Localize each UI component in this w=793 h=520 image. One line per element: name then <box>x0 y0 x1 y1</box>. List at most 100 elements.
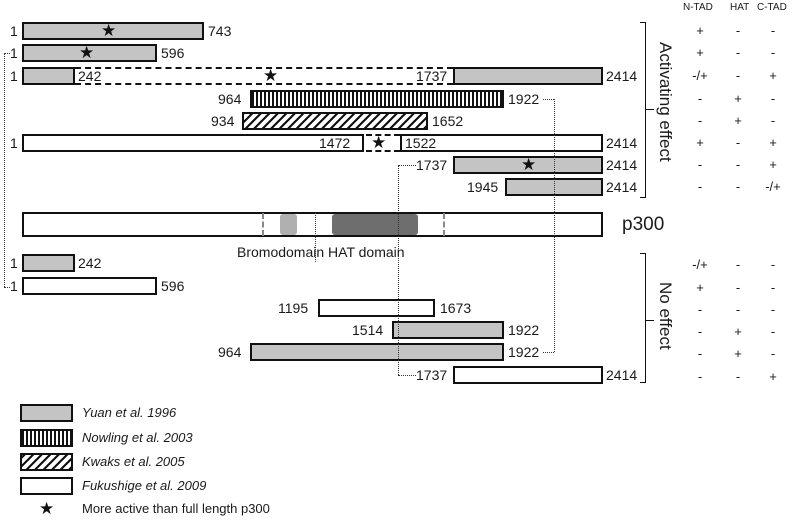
cell-ctad: -/+ <box>765 179 781 194</box>
star-icon: ★ <box>39 499 55 518</box>
cell-ntad: + <box>696 280 704 295</box>
domain-labels: Bromodomain HAT domain <box>237 244 405 260</box>
cell-ntad: -/+ <box>692 257 708 272</box>
cell-ntad: - <box>697 302 703 317</box>
start-label: 1945 <box>467 179 499 195</box>
bracket-no-effect <box>640 253 646 383</box>
header-ctad: C-TAD <box>757 2 787 13</box>
deletion-line-bottom <box>75 83 453 85</box>
start-label: 1 <box>10 23 18 39</box>
end-label: 242 <box>78 68 102 84</box>
region-marker-left <box>262 213 264 236</box>
cell-ctad: - <box>770 23 776 38</box>
end-label: 1922 <box>508 91 540 107</box>
connector-tick <box>4 287 10 288</box>
bracket-tick <box>646 109 654 110</box>
cell-ctad: - <box>770 257 776 272</box>
start-label: 964 <box>218 91 242 107</box>
connector-tick <box>398 375 416 376</box>
connector-line-596 <box>4 53 5 287</box>
cell-hat: - <box>735 68 741 83</box>
cell-hat: - <box>735 280 741 295</box>
start-label: 1 <box>10 135 18 151</box>
legend-swatch-stripes <box>20 429 73 447</box>
end-label: 1922 <box>508 344 540 360</box>
end-label: 242 <box>78 255 102 271</box>
start-label: 934 <box>211 113 235 129</box>
cell-ntad: - <box>697 157 703 172</box>
start-label: 1514 <box>352 322 384 338</box>
cell-ctad: - <box>770 280 776 295</box>
construct-bar <box>392 321 504 339</box>
construct-bar <box>453 366 603 384</box>
construct-bar <box>22 22 204 40</box>
construct-bar <box>22 67 75 85</box>
group-label-no-effect: No effect <box>656 282 675 350</box>
cell-hat: - <box>735 369 741 384</box>
end-label: 2414 <box>606 179 638 195</box>
connector-tick <box>398 165 416 166</box>
region-marker-right <box>443 213 445 236</box>
end-label: 1922 <box>508 322 540 338</box>
construct-bar <box>318 299 435 317</box>
cell-ctad: - <box>770 113 776 128</box>
construct-bar <box>22 134 364 152</box>
construct-bar <box>453 156 603 174</box>
start-label: 1 <box>10 68 18 84</box>
start-label: 1 <box>10 278 18 294</box>
hat-domain-block <box>332 214 418 235</box>
legend-label: Nowling et al. 2003 <box>82 430 193 445</box>
start-label: 1737 <box>416 367 448 383</box>
cell-ctad: + <box>769 369 777 384</box>
cell-ntad: - <box>697 179 703 194</box>
end-label: 596 <box>161 45 185 61</box>
deletion-line-bottom <box>366 150 400 152</box>
deletion-line-top <box>366 134 400 136</box>
cell-hat: - <box>735 157 741 172</box>
connector-tick <box>4 53 10 54</box>
legend-swatch-gray <box>20 404 73 422</box>
connector-line-1922 <box>554 99 555 352</box>
star-icon: ★ <box>371 133 387 152</box>
cell-ntad: - <box>697 369 703 384</box>
construct-bar <box>22 44 157 62</box>
star-icon: ★ <box>263 66 279 85</box>
cell-ctad: - <box>770 45 776 60</box>
connector-tick <box>543 99 554 100</box>
construct-bar <box>250 343 504 361</box>
header-ntad: N-TAD <box>683 2 713 13</box>
end-label: 1673 <box>440 300 472 316</box>
construct-bar <box>22 254 75 272</box>
connector-line-hat <box>315 212 316 262</box>
cell-ntad: + <box>696 135 704 150</box>
cell-hat: - <box>735 179 741 194</box>
protein-label: p300 <box>622 214 665 235</box>
construct-bar <box>242 112 428 130</box>
construct-bar <box>250 90 504 108</box>
connector-line-1737 <box>398 165 399 375</box>
header-hat: HAT <box>730 2 750 13</box>
group-label-activating: Activating effect <box>656 42 675 162</box>
cell-hat: - <box>735 135 741 150</box>
star-icon: ★ <box>101 21 117 40</box>
legend-label: Fukushige et al. 2009 <box>82 478 207 493</box>
start-label: 964 <box>218 344 242 360</box>
bracket-tick <box>646 320 654 321</box>
end-label: 596 <box>161 278 185 294</box>
cell-ntad: -/+ <box>692 68 708 83</box>
start-label: 1195 <box>278 300 309 316</box>
star-icon: ★ <box>521 155 537 174</box>
p300-bar <box>22 212 603 237</box>
cell-hat: - <box>735 257 741 272</box>
construct-bar <box>400 134 603 152</box>
cell-ntad: - <box>697 324 703 339</box>
cell-ctad: - <box>770 346 776 361</box>
legend-label: Yuan et al. 1996 <box>82 405 177 420</box>
cell-ctad: - <box>770 324 776 339</box>
end-label: 2414 <box>606 135 638 151</box>
start-label: 1737 <box>416 157 448 173</box>
start-label: 1 <box>10 45 18 61</box>
end-label: 2414 <box>606 367 638 383</box>
cell-ntad: - <box>697 91 703 106</box>
bromodomain-block <box>280 214 297 235</box>
